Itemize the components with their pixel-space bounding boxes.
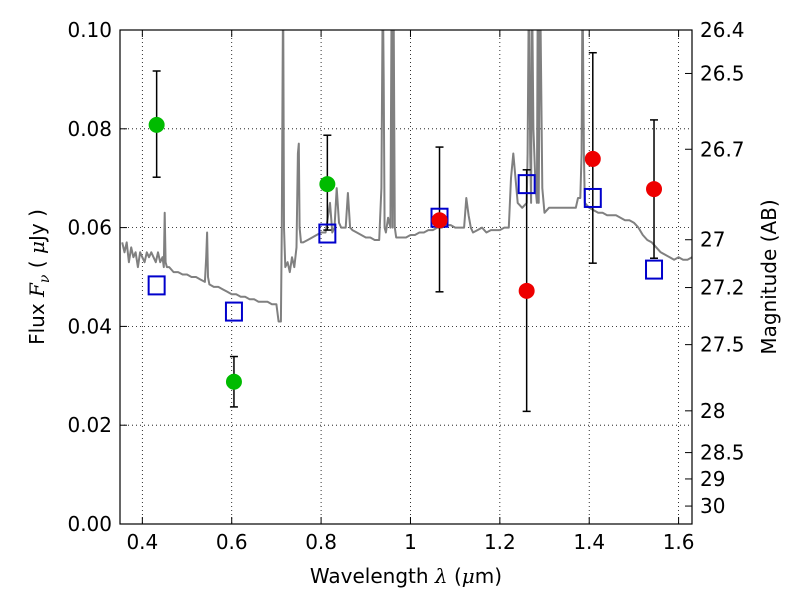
observed-flux-point	[148, 116, 165, 133]
y-tick-label: 0.04	[67, 314, 112, 338]
mag-tick-label: 29	[700, 467, 725, 491]
axis-ticks: 0.4 0.6 0.8 1 1.2 1.4 1.6 0.00 0.02 0.04 0.06 0.08 0…	[67, 18, 744, 554]
mag-tick-label: 26.4	[700, 18, 745, 42]
y-tick-label: 0.02	[67, 413, 112, 437]
observed-flux-point	[518, 282, 535, 299]
x-tick-label: 1.4	[573, 530, 605, 554]
x-tick-label: 1.6	[663, 530, 695, 554]
y-tick-label: 0.10	[67, 18, 112, 42]
mag-tick-label: 27	[700, 228, 725, 252]
y-tick-label: 0.08	[67, 117, 112, 141]
x-tick-label: 0.4	[126, 530, 158, 554]
observed-flux-point	[584, 150, 601, 167]
model-flux-square	[583, 187, 602, 208]
mag-tick-label: 27.2	[700, 276, 745, 300]
grid-lines	[120, 30, 692, 524]
y-tick-label: 0.06	[67, 216, 112, 240]
mag-tick-label: 28	[700, 399, 725, 423]
mag-tick-label: 28.5	[700, 441, 745, 465]
model-flux-square	[147, 275, 166, 296]
mag-tick-label: 30	[700, 494, 725, 518]
model-flux-square	[645, 259, 664, 280]
plot-area	[121, 30, 692, 413]
observed-flux-point	[225, 373, 242, 390]
mag-tick-label: 26.7	[700, 137, 745, 161]
model-flux-square	[517, 174, 536, 195]
observed-flux-point	[431, 212, 448, 229]
mag-tick-label: 26.5	[700, 61, 745, 85]
x-tick-label: 1	[404, 530, 417, 554]
mag-tick-label: 27.5	[700, 333, 745, 357]
model-flux-square	[318, 223, 337, 244]
y-tick-label: 0.00	[67, 512, 112, 536]
observed-flux-point	[319, 176, 336, 193]
model-spectrum-line	[121, 30, 692, 323]
magnitude-axis-label: Magnitude (AB)	[757, 199, 781, 354]
x-tick-label: 1.2	[484, 530, 516, 554]
plot-frame	[119, 29, 693, 525]
y-axis-label: Flux Fν ( μJy )	[25, 209, 53, 345]
x-tick-label: 0.8	[305, 530, 337, 554]
model-flux-square	[224, 301, 243, 322]
x-axis-label: Wavelength λ (μm)	[310, 564, 502, 588]
observed-flux-point	[646, 181, 663, 198]
x-tick-label: 0.6	[216, 530, 248, 554]
